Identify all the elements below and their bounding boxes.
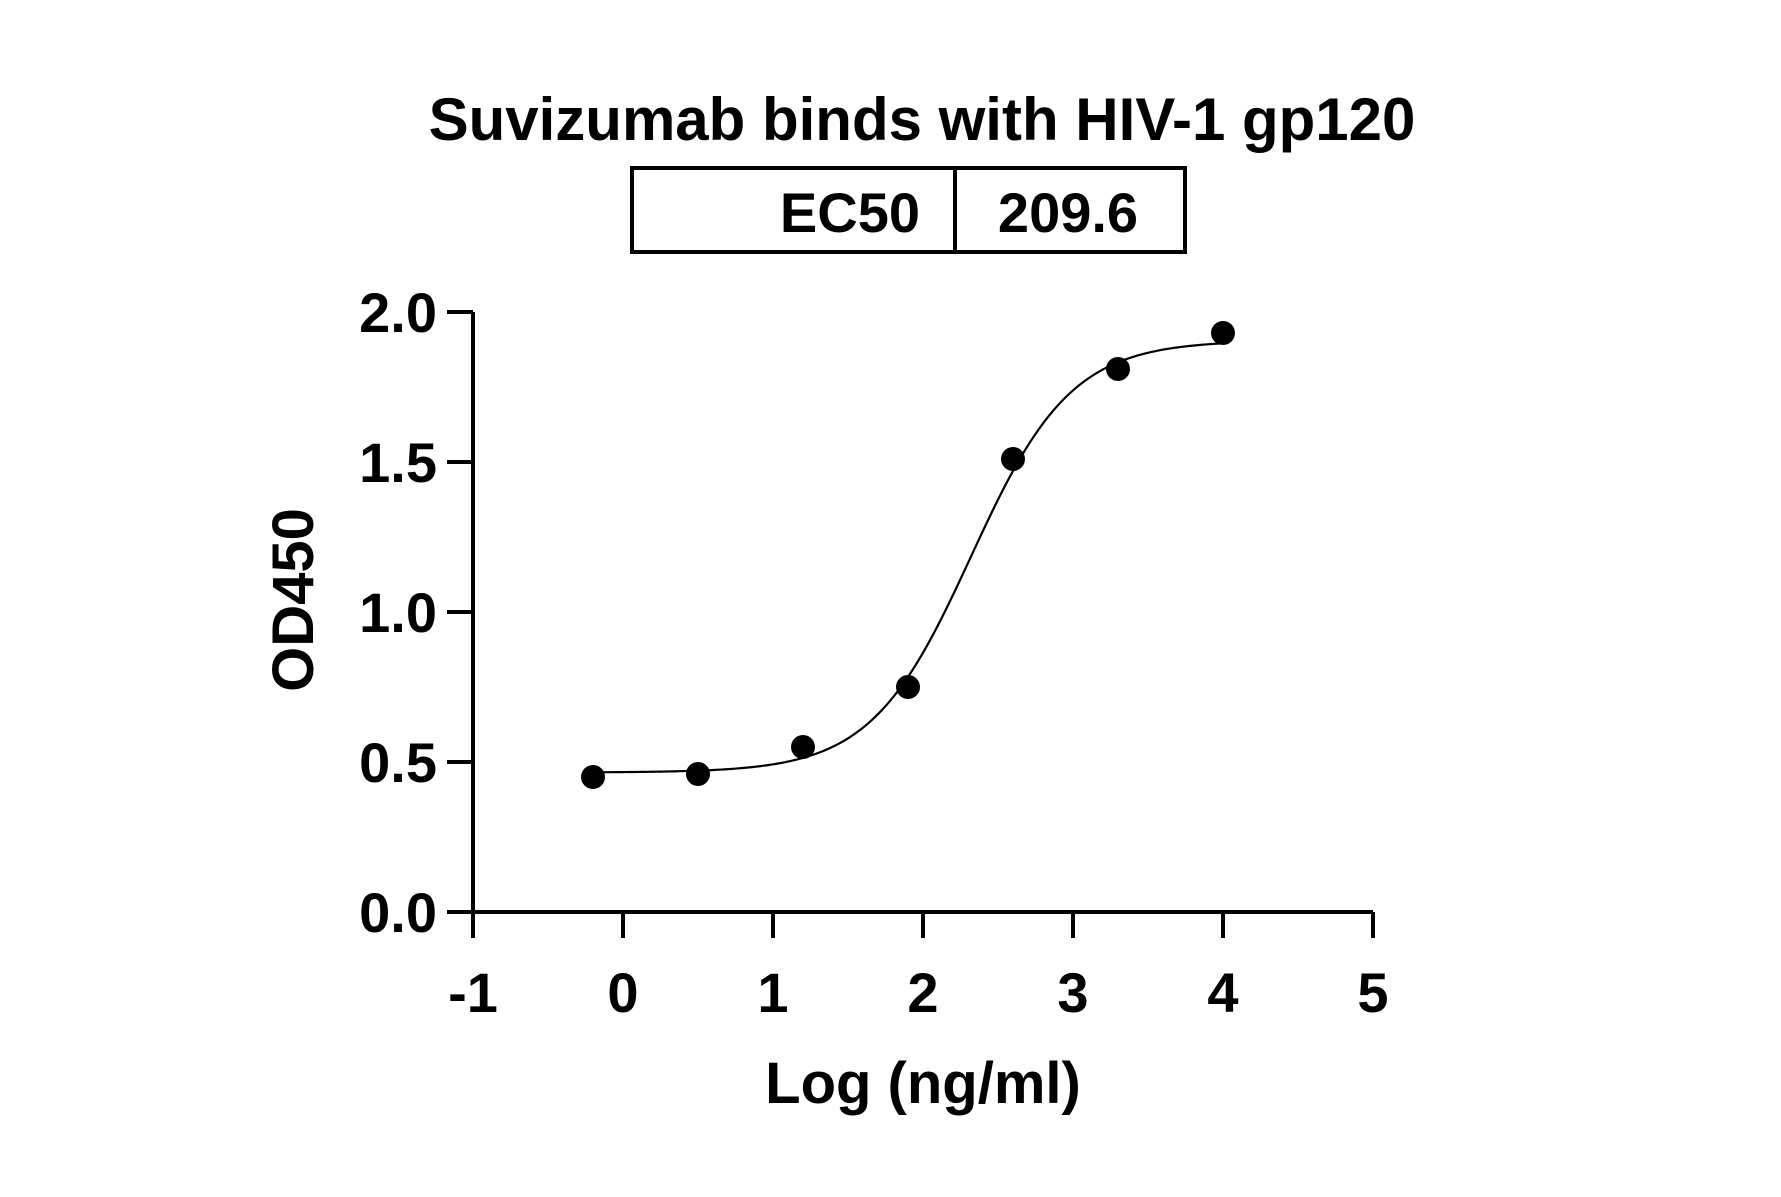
fit-curve — [592, 342, 1224, 774]
y-tick-label-0: 0.0 — [359, 881, 437, 944]
y-axis-ticks: 0.0 0.5 1.0 1.5 2.0 — [359, 281, 473, 944]
ec50-table: EC50 209.6 — [630, 166, 1187, 254]
ec50-value: 209.6 — [998, 181, 1138, 244]
x-tick-label-6: 5 — [1357, 961, 1388, 1024]
y-axis-label: OD450 — [261, 508, 326, 692]
data-point-2 — [791, 735, 815, 759]
x-tick-label-5: 4 — [1207, 961, 1238, 1024]
y-tick-label-1: 0.5 — [359, 731, 437, 794]
x-axis-label: Log (ng/ml) — [765, 1051, 1081, 1116]
x-tick-label-0: -1 — [448, 961, 498, 1024]
data-point-4 — [1001, 447, 1025, 471]
x-axis-ticks: -1 0 1 2 3 4 5 — [448, 912, 1389, 1024]
data-points — [581, 321, 1235, 789]
y-tick-label-2: 1.0 — [359, 581, 437, 644]
x-tick-label-3: 2 — [907, 961, 938, 1024]
data-point-5 — [1106, 357, 1130, 381]
data-point-3 — [896, 675, 920, 699]
x-tick-label-1: 0 — [607, 961, 638, 1024]
ec50-label: EC50 — [780, 181, 920, 244]
data-point-0 — [581, 765, 605, 789]
ec50-table-frame — [630, 166, 1187, 254]
y-tick-label-4: 2.0 — [359, 281, 437, 344]
data-point-6 — [1211, 321, 1235, 345]
x-tick-label-4: 3 — [1057, 961, 1088, 1024]
data-point-1 — [686, 762, 710, 786]
chart-title: Suvizumab binds with HIV-1 gp120 — [429, 86, 1416, 153]
y-tick-label-3: 1.5 — [359, 431, 437, 494]
x-tick-label-2: 1 — [757, 961, 788, 1024]
